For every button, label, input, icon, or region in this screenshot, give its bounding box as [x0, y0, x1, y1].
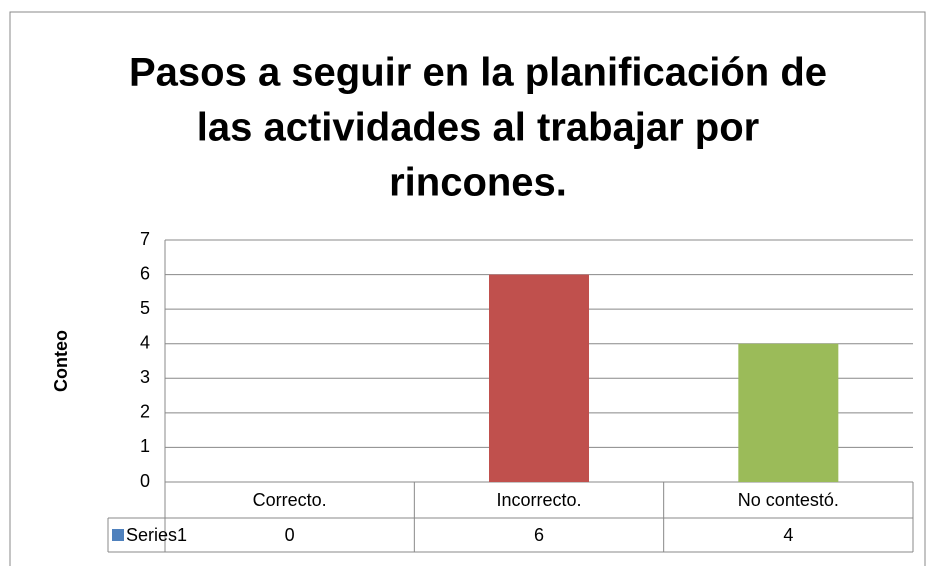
y-tick-label: 0 [140, 471, 150, 491]
y-tick-label: 3 [140, 367, 150, 387]
category-label: Incorrecto. [496, 490, 581, 510]
bar [738, 343, 839, 482]
data-table-value: 4 [783, 525, 793, 545]
chart-title: Pasos a seguir en la planificación de [129, 51, 827, 95]
y-tick-label: 4 [140, 332, 150, 352]
bar [489, 274, 589, 482]
category-label: Correcto. [253, 490, 327, 510]
y-tick-label: 1 [140, 436, 150, 456]
legend-swatch [112, 529, 124, 541]
legend-label: Series1 [126, 525, 187, 545]
y-axis-label: Conteo [51, 330, 71, 392]
y-tick-label: 5 [140, 298, 150, 318]
y-tick-label: 6 [140, 263, 150, 283]
y-tick-label: 2 [140, 402, 150, 422]
data-table-value: 0 [285, 525, 295, 545]
data-table-value: 6 [534, 525, 544, 545]
y-tick-label: 7 [140, 229, 150, 249]
chart-title: las actividades al trabajar por [197, 106, 759, 150]
category-label: No contestó. [738, 490, 839, 510]
chart-title: rincones. [389, 161, 567, 205]
